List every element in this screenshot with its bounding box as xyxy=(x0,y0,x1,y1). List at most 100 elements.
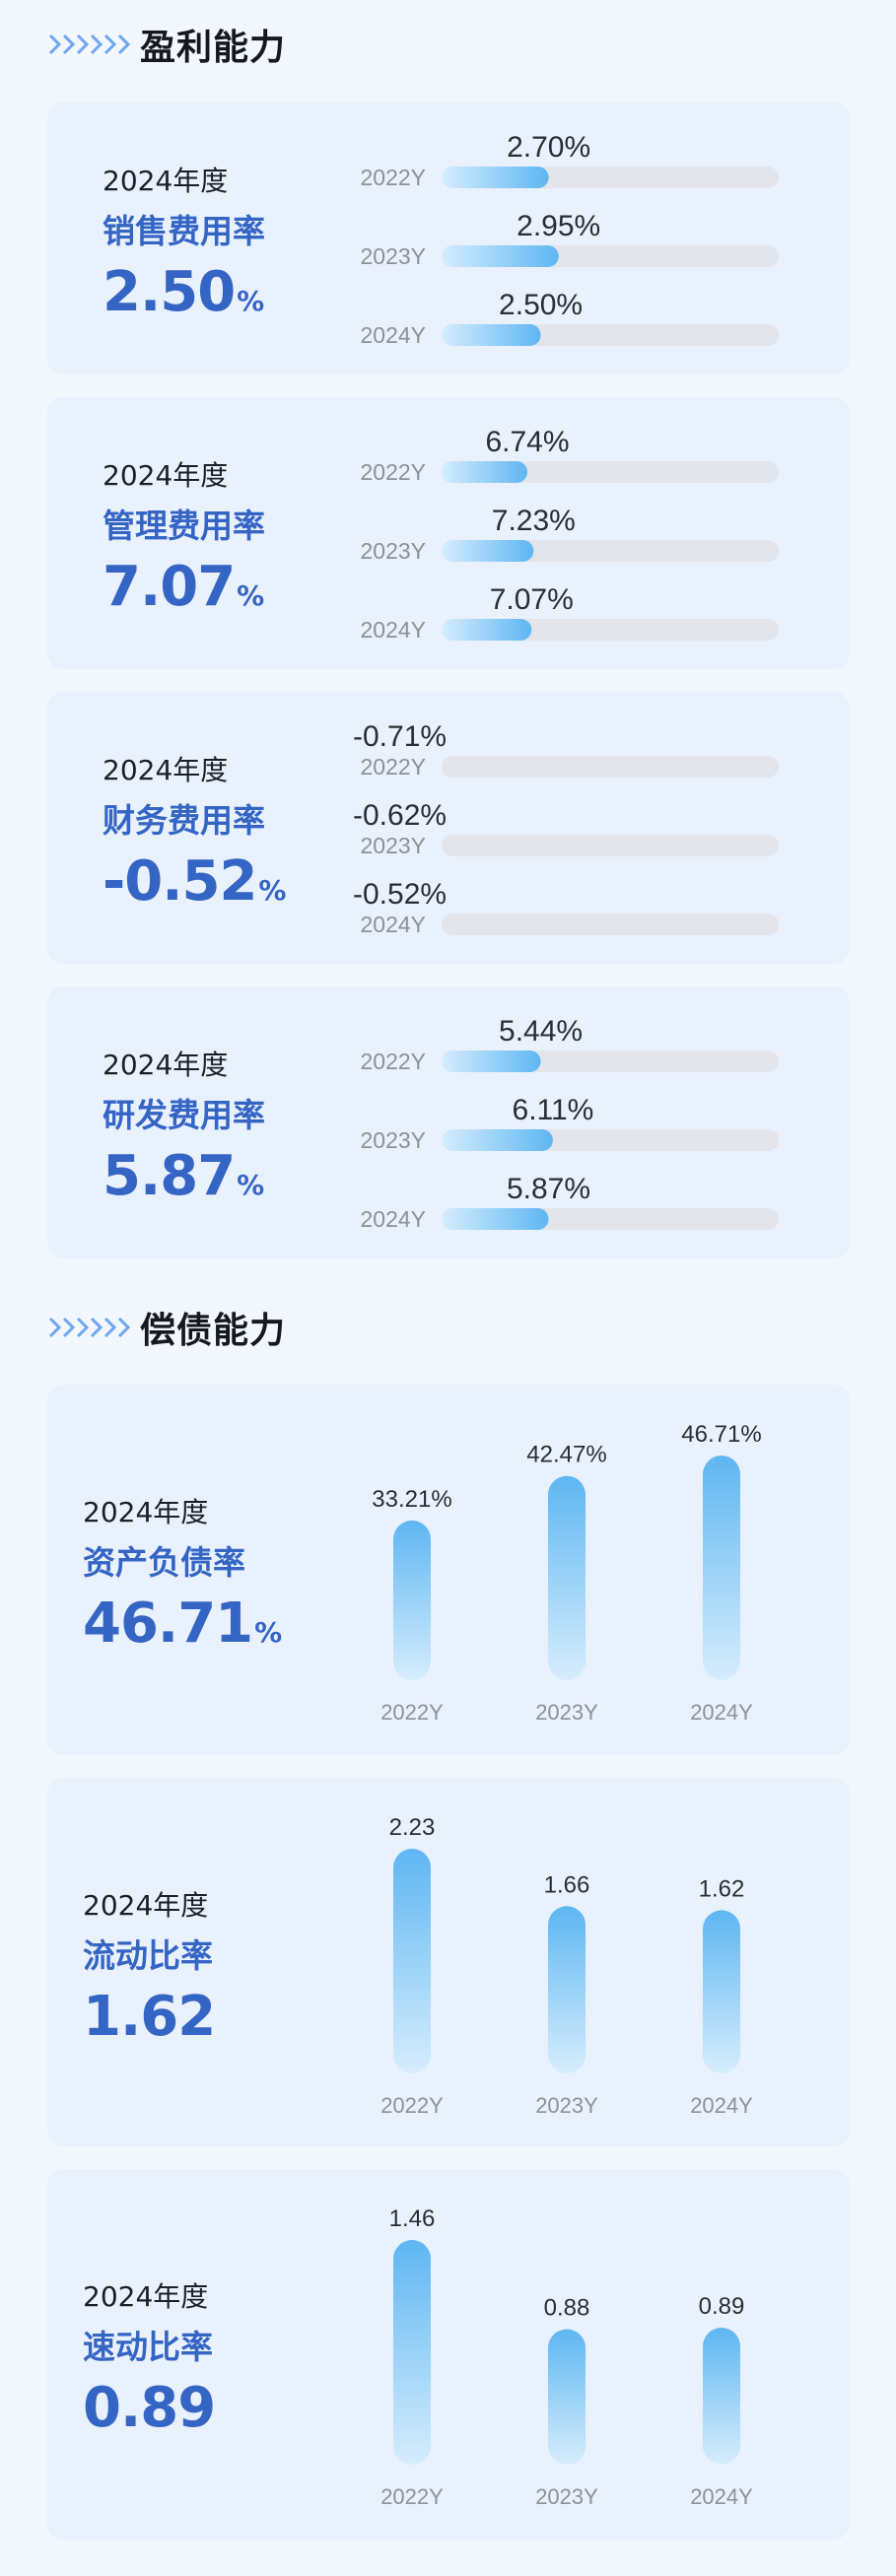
metric-card-sales-expense: 2024年度 销售费用率 2.50% 2022Y 2.70% 2023Y 2.95% 2… xyxy=(47,102,850,374)
metric-summary: 2024年度 研发费用率 5.87% xyxy=(103,1044,265,1208)
category-label: 2023Y xyxy=(360,243,426,269)
category-label: 2022Y xyxy=(380,1700,444,1725)
year-label: 2024年度 xyxy=(83,1496,209,1528)
section-header-profitability: 盈利能力 xyxy=(47,20,286,69)
category-label: 2022Y xyxy=(360,459,426,485)
category-label: 2023Y xyxy=(360,833,426,858)
metric-name: 管理费用率 xyxy=(103,507,265,545)
category-label: 2023Y xyxy=(360,538,426,564)
bar xyxy=(393,2240,431,2465)
metric-card-finance-expense: 2024年度 财务费用率 -0.52% 2022Y -0.71% 2023Y -0.6… xyxy=(47,692,850,964)
metric-name: 速动比率 xyxy=(83,2328,213,2366)
category-label: 2024Y xyxy=(360,912,426,937)
value-label: -0.52% xyxy=(353,878,447,911)
metric-unit: % xyxy=(254,1616,283,1649)
value-label: 2.95% xyxy=(517,210,600,242)
year-label: 2024年度 xyxy=(103,1049,229,1081)
bar-chart-finance-expense: 2022Y-0.71% 2023Y-0.62% 2024Y-0.52% xyxy=(353,720,779,937)
category-label: 2023Y xyxy=(535,2093,598,2118)
bar xyxy=(442,1051,541,1072)
bar xyxy=(442,1208,549,1230)
bar xyxy=(703,2328,740,2465)
category-label: 2024Y xyxy=(360,322,426,348)
value-label: 0.88 xyxy=(544,2295,590,2322)
bar-chart-current-ratio: 2.23 2022Y 1.66 2023Y 1.62 2024Y xyxy=(380,1814,753,2118)
metric-name: 资产负债率 xyxy=(83,1543,245,1582)
bar-chart-quick-ratio: 1.46 2022Y 0.88 2023Y 0.89 2024Y xyxy=(380,2205,753,2509)
metric-number: -0.52 xyxy=(103,849,257,914)
value-label: 1.46 xyxy=(389,2205,436,2232)
chevrons-icon xyxy=(47,1316,131,1339)
metric-summary: 2024年度 流动比率 1.62 xyxy=(83,1884,217,2049)
value-label: 46.71% xyxy=(681,1421,761,1448)
bar xyxy=(548,1906,586,2073)
metric-summary: 2024年度 资产负债率 46.71% xyxy=(83,1491,282,1656)
metric-unit: % xyxy=(237,579,265,612)
metric-value: 5.87% xyxy=(103,1144,265,1208)
value-label: 2.23 xyxy=(389,1814,436,1841)
bar-chart-sales-expense: 2022Y 2.70% 2023Y 2.95% 2024Y 2.50% xyxy=(360,131,779,348)
year-label: 2024年度 xyxy=(83,2280,209,2313)
chevrons-icon xyxy=(47,33,131,56)
section-title: 偿债能力 xyxy=(140,1311,287,1351)
category-label: 2024Y xyxy=(360,617,426,643)
year-label: 2024年度 xyxy=(103,754,229,786)
metric-name: 流动比率 xyxy=(83,1936,213,1975)
value-label: 2.70% xyxy=(507,131,590,164)
category-label: 2024Y xyxy=(690,2093,753,2118)
category-label: 2023Y xyxy=(535,2484,598,2509)
bar-chart-admin-expense: 2022Y 6.74% 2023Y 7.23% 2024Y 7.07% xyxy=(360,426,779,643)
bar xyxy=(442,619,532,641)
metric-summary: 2024年度 财务费用率 -0.52% xyxy=(103,749,286,914)
metric-number: 0.89 xyxy=(83,2376,216,2440)
metric-card-admin-expense: 2024年度 管理费用率 7.07% 2022Y 6.74% 2023Y 7.23% 2… xyxy=(47,397,850,669)
value-label: 7.23% xyxy=(492,505,576,537)
value-label: 6.11% xyxy=(513,1094,594,1126)
value-label: 1.66 xyxy=(544,1871,590,1898)
bar-track xyxy=(442,835,779,856)
bar xyxy=(442,461,527,483)
metric-name: 销售费用率 xyxy=(103,212,265,250)
bar xyxy=(442,324,541,346)
value-label: -0.62% xyxy=(353,799,447,832)
bar xyxy=(703,1910,740,2073)
section-header-solvency: 偿债能力 xyxy=(47,1303,286,1352)
category-label: 2024Y xyxy=(690,2484,753,2509)
bar xyxy=(393,1520,431,1680)
bar xyxy=(442,1129,553,1151)
year-label: 2024年度 xyxy=(83,1889,209,1922)
metric-card-quick-ratio: 2024年度 速动比率 0.89 1.46 2022Y 0.88 2023Y 0.89 2… xyxy=(47,2169,850,2540)
metric-number: 7.07 xyxy=(103,555,236,619)
value-label: -0.71% xyxy=(353,720,447,753)
value-label: 42.47% xyxy=(526,1442,606,1468)
category-label: 2022Y xyxy=(360,165,426,190)
metric-value: -0.52% xyxy=(103,849,286,914)
value-label: 2.50% xyxy=(499,289,583,321)
bar-track xyxy=(442,914,779,935)
metric-summary: 2024年度 销售费用率 2.50% xyxy=(103,160,265,324)
bar xyxy=(442,245,559,267)
metric-value: 46.71% xyxy=(83,1592,282,1656)
metric-number: 5.87 xyxy=(103,1144,236,1208)
value-label: 5.87% xyxy=(507,1173,590,1205)
metric-value: 2.50% xyxy=(103,260,265,324)
category-label: 2024Y xyxy=(690,1700,753,1725)
year-label: 2024年度 xyxy=(103,459,229,492)
category-label: 2023Y xyxy=(360,1127,426,1153)
metric-number: 1.62 xyxy=(83,1985,216,2049)
bar xyxy=(548,1475,586,1680)
category-label: 2023Y xyxy=(535,1700,598,1725)
metric-number: 2.50 xyxy=(103,260,236,324)
value-label: 5.44% xyxy=(499,1015,583,1048)
metric-number: 46.71 xyxy=(83,1592,253,1656)
metric-unit: % xyxy=(237,1169,265,1201)
metric-unit: % xyxy=(237,285,265,317)
bar xyxy=(703,1456,740,1680)
bar xyxy=(442,540,534,562)
section-title: 盈利能力 xyxy=(140,28,287,68)
value-label: 1.62 xyxy=(699,1875,745,1902)
bar-chart-rd-expense: 2022Y 5.44% 2023Y 6.11% 2024Y 5.87% xyxy=(360,1015,779,1232)
bar-track xyxy=(442,756,779,778)
year-label: 2024年度 xyxy=(103,165,229,197)
value-label: 33.21% xyxy=(372,1486,451,1513)
